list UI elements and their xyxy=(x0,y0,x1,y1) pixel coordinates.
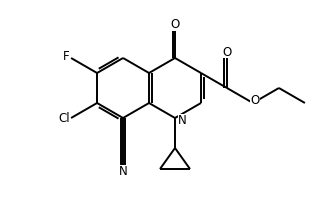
Text: O: O xyxy=(222,46,232,58)
Text: N: N xyxy=(119,165,127,177)
Text: O: O xyxy=(170,19,180,31)
Text: O: O xyxy=(250,94,260,107)
Text: N: N xyxy=(178,114,186,128)
Text: F: F xyxy=(63,51,69,63)
Text: Cl: Cl xyxy=(58,111,70,124)
